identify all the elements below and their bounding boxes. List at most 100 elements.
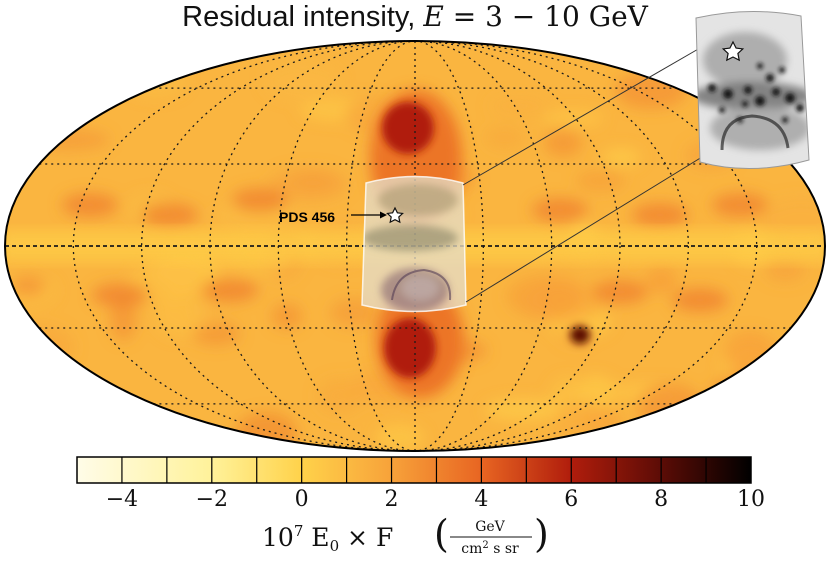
colorbar-tick-label: 6 — [564, 487, 578, 512]
sky-blob — [235, 412, 298, 451]
sky-blob — [5, 389, 39, 429]
zoom-connector-top — [462, 47, 701, 186]
colorbar-tick-label: 8 — [654, 487, 668, 512]
inset-frame — [695, 10, 810, 170]
north-bubble-core — [382, 102, 434, 154]
inset-star-icon — [721, 40, 745, 62]
sky-blob — [92, 283, 148, 307]
label-exponent: 7 — [294, 522, 304, 540]
colorbar-tick-label: 0 — [295, 487, 309, 512]
title-energy-unit: GeV — [580, 0, 649, 33]
units-numerator: GeV — [475, 519, 505, 535]
title-energy-var: E — [422, 0, 443, 33]
sky-blob — [232, 188, 288, 212]
colorbar-tick-label: −4 — [106, 487, 138, 512]
label-times-f: × F — [339, 523, 393, 552]
colorbar-ticks — [121, 457, 707, 483]
sky-blob — [542, 110, 604, 127]
source-label: PDS 456 — [279, 209, 335, 225]
colorbar-tick-labels: −4 −2 0 2 4 6 8 10 — [106, 487, 765, 512]
sky-blob — [6, 324, 74, 370]
zoom-patch — [362, 176, 466, 312]
sky-blob — [202, 278, 258, 302]
den-rest: s sr — [489, 541, 519, 557]
patch-dark-top — [378, 184, 458, 216]
paren-open: ( — [434, 512, 449, 556]
paren-close: ) — [534, 512, 549, 556]
meridian-line — [141, 40, 689, 452]
sky-blob — [665, 422, 736, 451]
zoom-inset — [696, 11, 809, 169]
sky-blob — [709, 372, 787, 418]
den-cm: cm — [461, 541, 482, 557]
sky-blob — [672, 288, 728, 312]
colorbar-tick-label: 4 — [474, 487, 488, 512]
inset-band-shade — [696, 82, 809, 110]
source-arrow-head — [380, 211, 387, 219]
sky-blob — [632, 203, 688, 227]
sky-blob — [484, 126, 525, 150]
sky-blob — [192, 322, 241, 346]
sky-blob — [484, 398, 563, 421]
sky-map — [4, 40, 826, 452]
inset-upper-shade — [703, 32, 787, 88]
sky-blob — [544, 128, 583, 157]
colorbar-gradient — [76, 456, 752, 484]
sky-blob — [9, 275, 46, 297]
label-e: E — [303, 523, 329, 552]
sky-blob — [506, 275, 584, 319]
sky-blob — [575, 169, 626, 192]
sky-blob — [532, 198, 588, 222]
chart-title: Residual intensity, E = 3 − 10 GeV — [182, 0, 649, 33]
source-star-icon — [386, 206, 404, 224]
south-bubble-core — [384, 318, 436, 378]
zoom-patch-frame — [361, 175, 467, 313]
colorbar-tick-label: 10 — [737, 487, 765, 512]
label-factor: 10 — [262, 523, 294, 552]
sky-blob — [645, 267, 678, 295]
colorbar-tick-label: 2 — [385, 487, 399, 512]
sky-blob — [110, 296, 137, 341]
bubble-core-group — [382, 102, 590, 378]
inset-ring-arc — [720, 114, 790, 151]
sky-blob — [575, 375, 617, 410]
sky-blob — [27, 129, 110, 151]
sky-blob — [123, 63, 187, 98]
sky-blob — [751, 348, 810, 376]
sky-blob — [317, 377, 363, 414]
patch-texture — [362, 184, 458, 312]
sky-blob — [8, 41, 39, 65]
patch-band — [362, 225, 458, 251]
sky-blob — [724, 331, 776, 375]
sky-blob — [142, 203, 198, 227]
title-energy-eq: = 3 − 10 — [444, 0, 580, 33]
zoom-connector-bottom — [465, 156, 703, 303]
den-exp: 2 — [482, 540, 488, 551]
sky-blob — [271, 303, 303, 330]
colorbar-tick-label: −2 — [196, 487, 228, 512]
inset-lower-shade — [710, 106, 809, 150]
sky-blob — [592, 280, 648, 304]
title-prefix: Residual intensity, — [182, 1, 423, 33]
sky-blob — [268, 167, 349, 201]
colorbar-label: 107 E0 × F ( GeV cm2 s sr ) — [262, 512, 549, 557]
sky-blob — [601, 148, 641, 167]
sky-blob — [375, 424, 425, 451]
sky-blob — [765, 258, 806, 283]
inset-spots — [708, 63, 804, 123]
sky-blob — [489, 96, 550, 117]
sky-blob — [264, 61, 342, 101]
colorbar-label-main: 107 E0 × F — [262, 522, 393, 555]
colorbar: −4 −2 0 2 4 6 8 10 — [76, 456, 765, 512]
sky-blob — [62, 193, 118, 217]
units-denominator: cm2 s sr — [461, 540, 519, 557]
patch-ring-arc — [391, 268, 452, 301]
sky-blob — [154, 289, 206, 338]
sky-frame — [4, 40, 826, 452]
sky-blob — [33, 93, 65, 113]
bright-spot — [570, 326, 590, 344]
sky-blob — [712, 193, 768, 217]
patch-ring-inner — [402, 276, 438, 300]
label-e-sub: 0 — [330, 537, 340, 555]
